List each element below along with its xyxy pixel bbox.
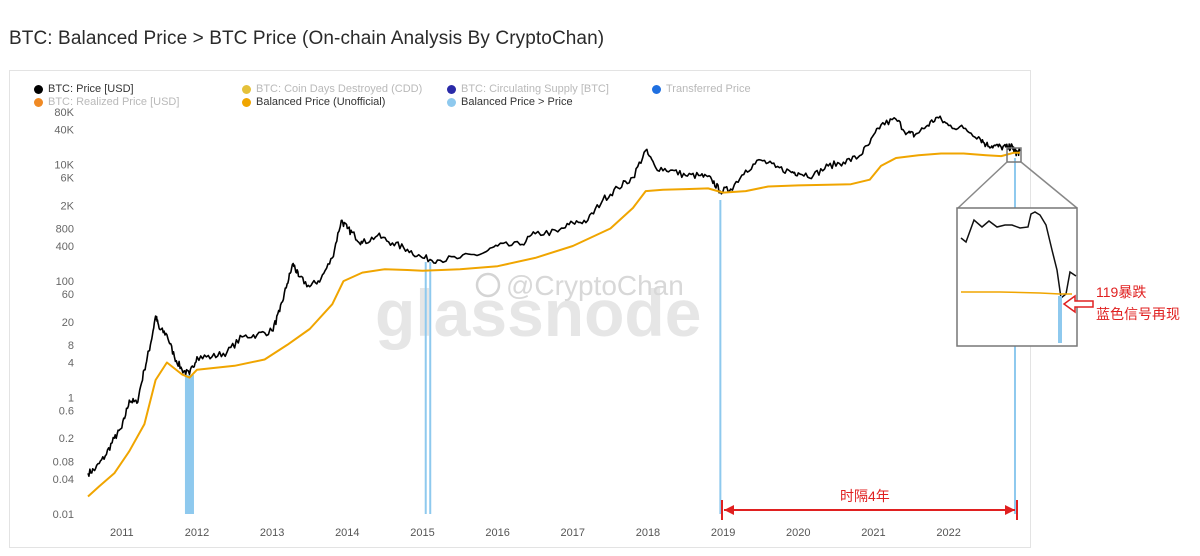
y-tick-label: 0.2 (59, 433, 74, 445)
zoom-inset-box (956, 207, 1078, 347)
legend-dot-icon (34, 84, 43, 94)
legend-label: BTC: Price [USD] (48, 83, 134, 95)
y-tick-label: 2K (61, 200, 75, 212)
interval-label: 时隔4年 (840, 488, 890, 504)
y-tick-label: 10K (54, 160, 74, 172)
legend-item-balanced[interactable]: Balanced Price (Unofficial) (242, 96, 385, 108)
legend-dot-icon (242, 97, 251, 107)
x-tick-label: 2022 (936, 527, 960, 539)
x-tick-label: 2016 (485, 527, 509, 539)
series-lines (87, 115, 1021, 498)
y-tick-label: 100 (56, 276, 74, 288)
callout-line1: 119暴跌 (1096, 284, 1146, 300)
y-tick-label: 0.01 (53, 509, 74, 521)
legend-item-transferred[interactable]: Transferred Price (652, 83, 751, 95)
legend: BTC: Price [USD] BTC: Coin Days Destroye… (10, 71, 1030, 111)
signal-bar (429, 262, 432, 514)
y-tick-label: 400 (56, 241, 74, 253)
y-tick-label: 20 (62, 317, 74, 329)
x-tick-label: 2015 (410, 527, 434, 539)
x-tick-label: 2019 (711, 527, 735, 539)
legend-item-realized[interactable]: BTC: Realized Price [USD] (34, 96, 179, 108)
x-tick-label: 2012 (185, 527, 209, 539)
y-tick-label: 1 (68, 393, 74, 405)
legend-label: BTC: Circulating Supply [BTC] (461, 83, 609, 95)
y-tick-label: 6K (61, 173, 75, 185)
y-tick-label: 80K (54, 107, 74, 119)
legend-label: BTC: Coin Days Destroyed (CDD) (256, 83, 423, 95)
annotations: 时隔4年 119暴跌 蓝色信号再现 (721, 147, 1180, 520)
interval-arrow-right-head (1005, 505, 1015, 515)
legend-dot-icon (34, 97, 43, 107)
zoom-source-box (1006, 147, 1022, 163)
balanced-series-line (87, 151, 1020, 498)
chart-card: BTC: Price [USD] BTC: Coin Days Destroye… (9, 70, 1031, 548)
x-tick-label: 2017 (561, 527, 585, 539)
legend-item-supply[interactable]: BTC: Circulating Supply [BTC] (447, 83, 609, 95)
x-tick-label: 2011 (110, 527, 134, 539)
x-tick-label: 2020 (786, 527, 810, 539)
y-tick-label: 0.08 (53, 456, 74, 468)
legend-dot-icon (652, 84, 661, 94)
zoom-inset-balanced-line (961, 291, 1072, 295)
x-axis: 2011 2012 2013 2014 2015 2016 2017 2018 2019 2020… (110, 527, 961, 539)
signal-bar (184, 375, 194, 514)
callout-arrow-icon (1062, 294, 1094, 314)
legend-item-price[interactable]: BTC: Price [USD] (34, 83, 134, 95)
x-tick-label: 2014 (335, 527, 359, 539)
y-tick-label: 40K (54, 125, 74, 137)
y-tick-label: 4 (68, 357, 74, 369)
legend-dot-icon (447, 84, 456, 94)
zoom-connector-right (1020, 161, 1078, 209)
x-tick-label: 2013 (260, 527, 284, 539)
watermark-handle: @CryptoChan (506, 270, 684, 301)
price-series-line (87, 115, 1021, 478)
y-tick-label: 0.6 (59, 405, 74, 417)
legend-dot-icon (447, 97, 456, 107)
legend-label: BTC: Realized Price [USD] (48, 96, 180, 108)
y-tick-label: 60 (62, 289, 74, 301)
interval-arrow-left-head (724, 505, 734, 515)
legend-label: Transferred Price (666, 83, 751, 95)
zoom-connector-left (957, 161, 1008, 209)
legend-item-cdd[interactable]: BTC: Coin Days Destroyed (CDD) (242, 83, 422, 95)
y-tick-label: 8 (68, 340, 74, 352)
callout-line2: 蓝色信号再现 (1096, 306, 1180, 322)
weibo-icon (475, 272, 501, 298)
legend-dot-icon (242, 84, 251, 94)
page-title: BTC: Balanced Price > BTC Price (On-chai… (9, 28, 605, 49)
watermark: glassnode @CryptoChan (375, 270, 701, 350)
signal-bar (424, 262, 427, 514)
legend-item-signal[interactable]: Balanced Price > Price (447, 96, 573, 108)
y-tick-label: 0.04 (53, 474, 74, 486)
signal-bar (719, 200, 722, 514)
x-tick-label: 2018 (636, 527, 660, 539)
legend-label: Balanced Price (Unofficial) (256, 96, 386, 108)
zoom-inset-signal-bar (1058, 296, 1062, 343)
x-tick-label: 2021 (861, 527, 885, 539)
legend-label: Balanced Price > Price (461, 96, 573, 108)
y-tick-label: 800 (56, 223, 74, 235)
